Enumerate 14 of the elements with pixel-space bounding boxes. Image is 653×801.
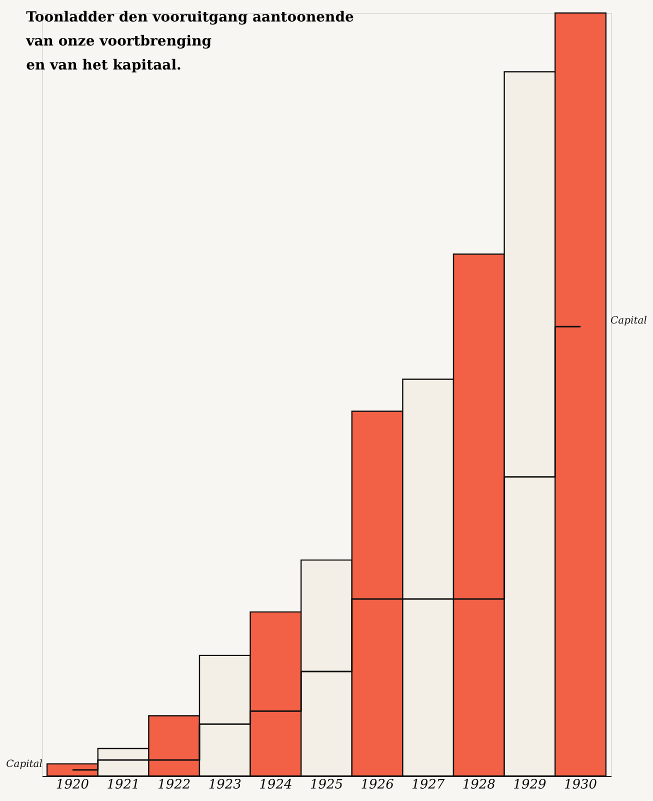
x-tick-label: 1929 xyxy=(513,778,546,792)
x-tick-label: 1922 xyxy=(158,778,191,792)
x-tick-label: 1926 xyxy=(360,778,394,792)
text: Toonladder den vooruitgang aantoonende van onze voortbrenging en van het kapitaal. xyxy=(25,9,354,74)
x-tick-label: 1921 xyxy=(106,778,140,792)
x-tick-label: 1925 xyxy=(310,778,344,792)
text: Capital xyxy=(610,316,647,327)
x-tick-label: 1924 xyxy=(259,778,292,792)
x-tick-label: 1923 xyxy=(208,778,242,792)
x-tick-label: 1928 xyxy=(462,778,496,792)
x-tick-label: 1920 xyxy=(56,778,90,792)
text: Capital xyxy=(6,758,42,770)
x-tick-label: 1927 xyxy=(412,778,446,792)
x-tick-label: 1930 xyxy=(564,778,598,792)
